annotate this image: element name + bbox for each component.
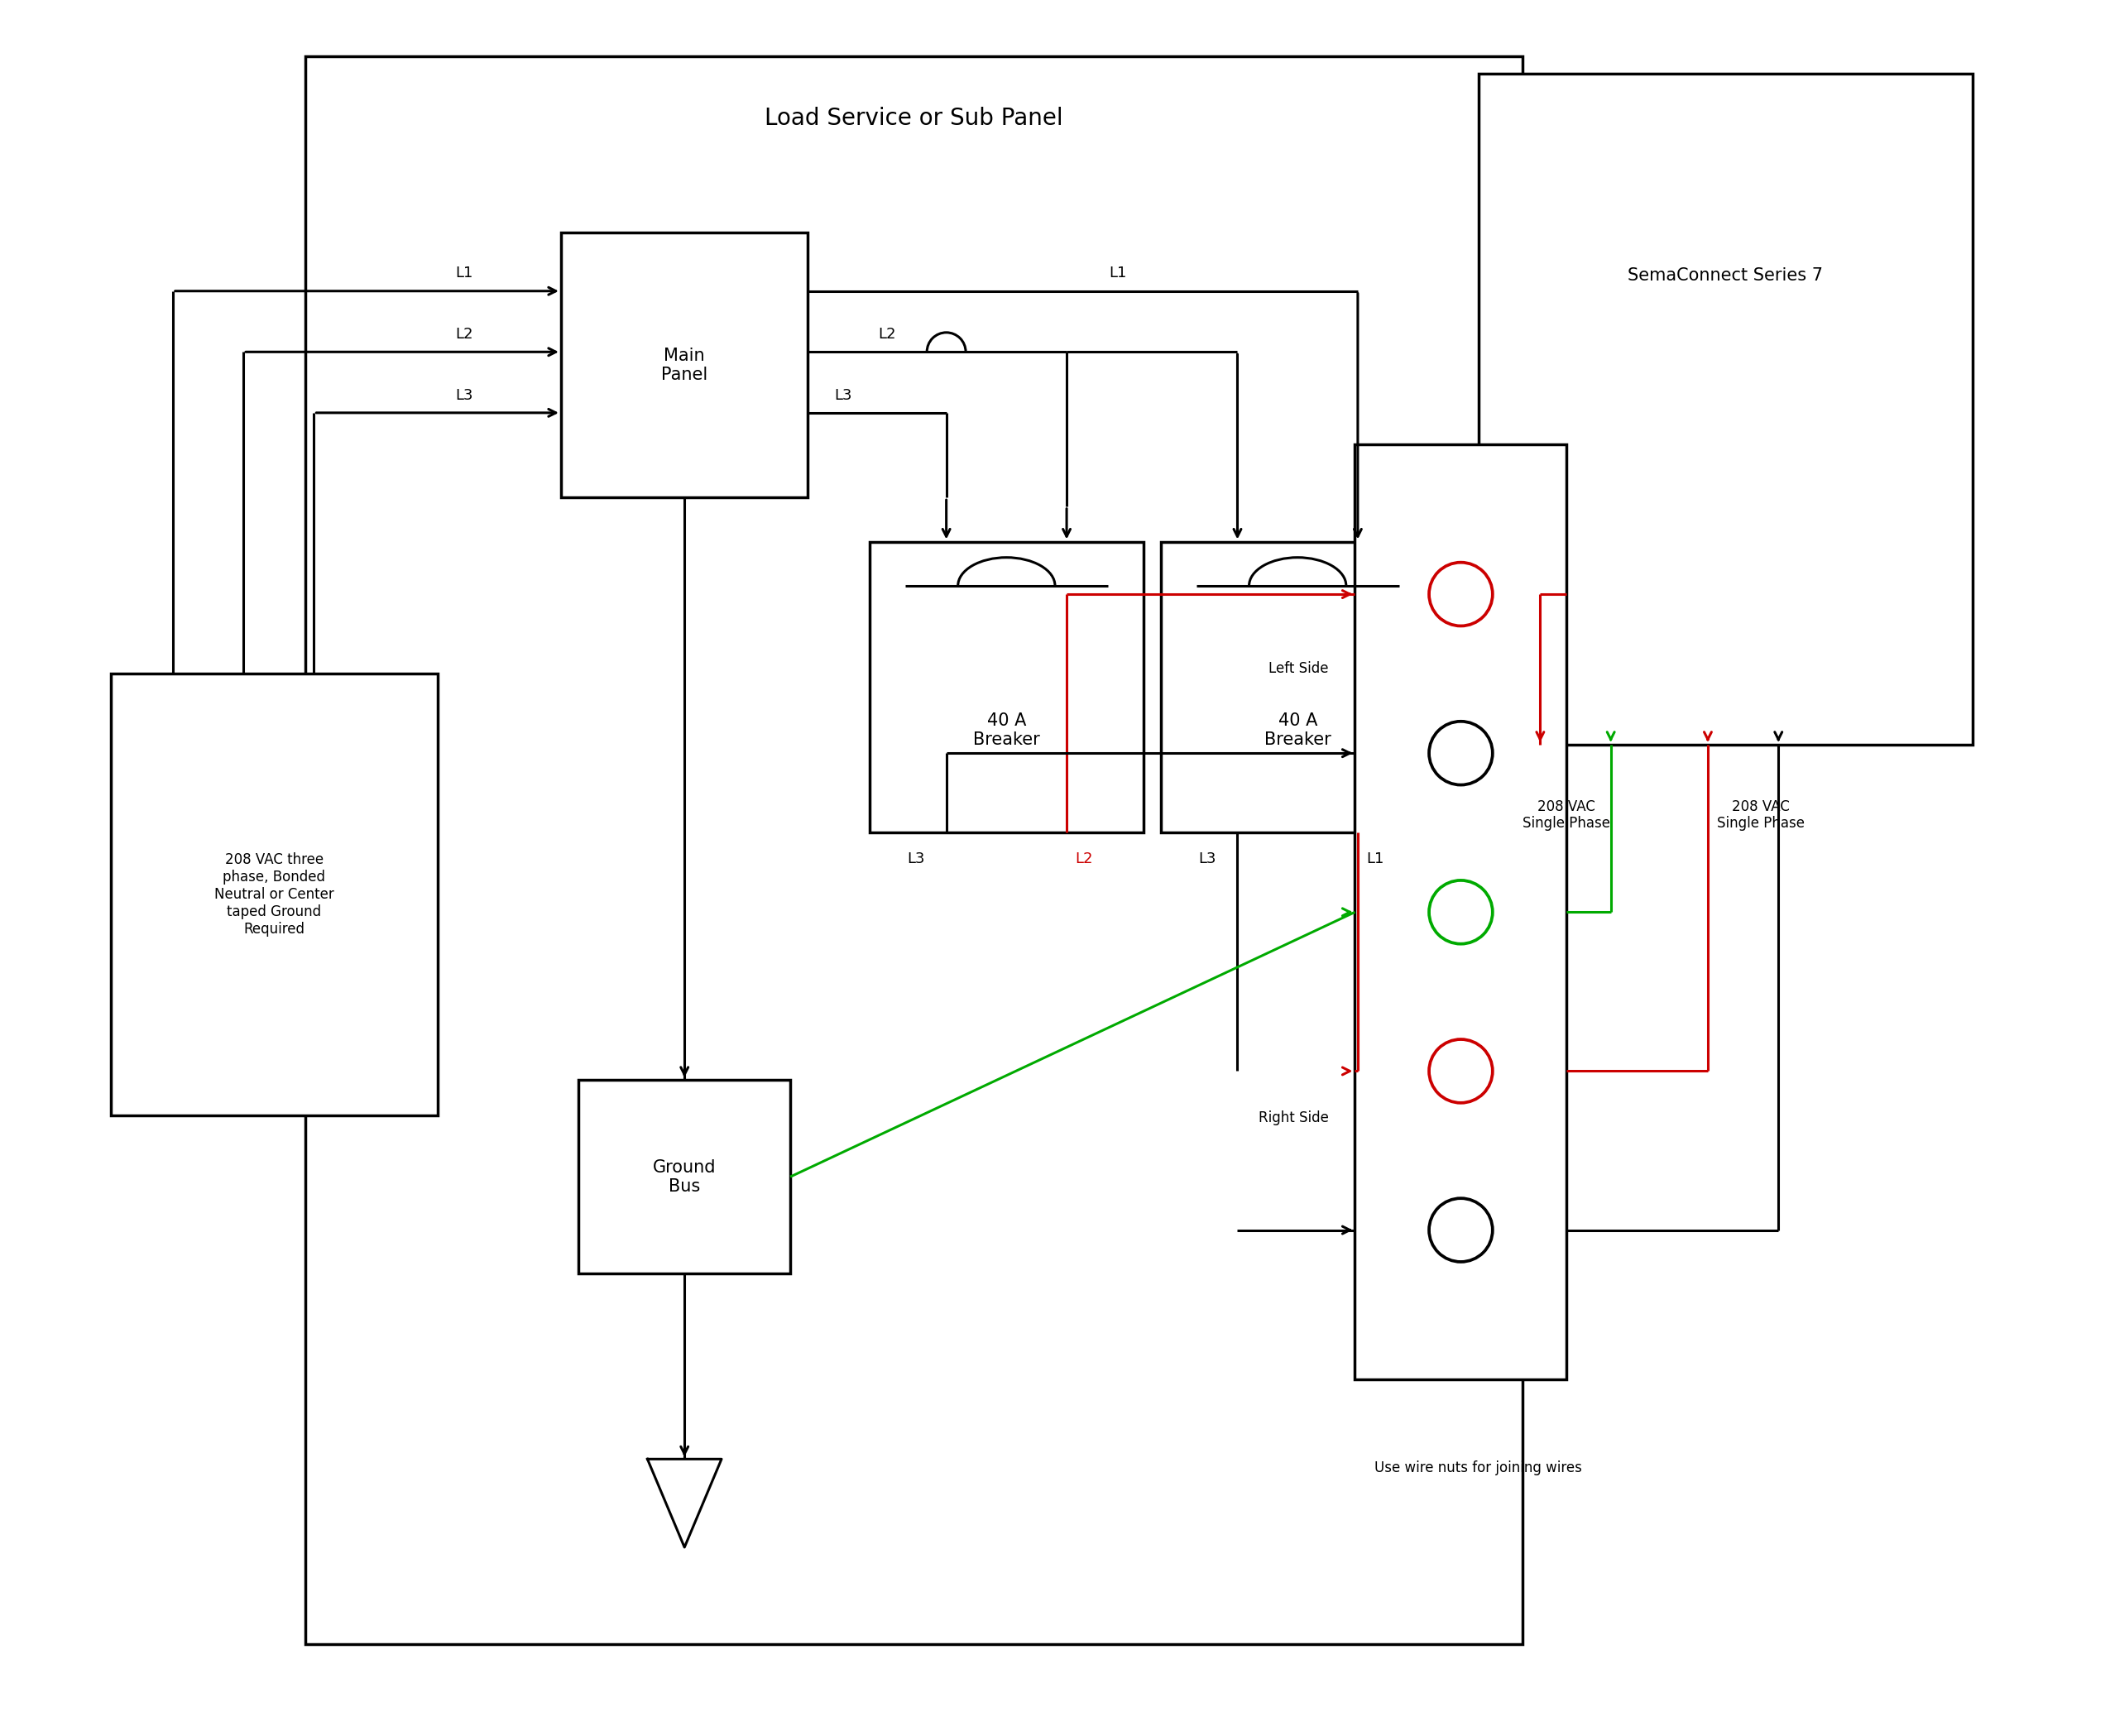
Text: L2: L2 xyxy=(456,326,473,342)
Text: Load Service or Sub Panel: Load Service or Sub Panel xyxy=(764,106,1063,130)
Bar xyxy=(306,56,1523,1644)
Text: Right Side: Right Side xyxy=(1258,1111,1329,1125)
Text: L1: L1 xyxy=(456,266,473,281)
Text: L2: L2 xyxy=(878,326,897,342)
Text: 40 A
Breaker: 40 A Breaker xyxy=(973,712,1040,748)
Text: Ground
Bus: Ground Bus xyxy=(652,1160,715,1194)
Bar xyxy=(869,542,1144,833)
Bar xyxy=(1355,444,1566,1380)
Text: 208 VAC
Single Phase: 208 VAC Single Phase xyxy=(1718,799,1804,832)
Bar xyxy=(1160,542,1435,833)
Text: 208 VAC
Single Phase: 208 VAC Single Phase xyxy=(1523,799,1610,832)
Text: L3: L3 xyxy=(1198,852,1215,866)
Bar xyxy=(112,674,437,1115)
Text: L2: L2 xyxy=(1076,852,1093,866)
Text: Use wire nuts for joining wires: Use wire nuts for joining wires xyxy=(1374,1460,1582,1476)
Bar xyxy=(561,233,808,498)
Text: L1: L1 xyxy=(1110,266,1127,281)
Text: 40 A
Breaker: 40 A Breaker xyxy=(1264,712,1331,748)
Text: Main
Panel: Main Panel xyxy=(660,347,707,384)
Text: SemaConnect Series 7: SemaConnect Series 7 xyxy=(1627,267,1823,283)
Text: L3: L3 xyxy=(833,387,852,403)
Text: 208 VAC three
phase, Bonded
Neutral or Center
taped Ground
Required: 208 VAC three phase, Bonded Neutral or C… xyxy=(215,852,333,936)
Text: L3: L3 xyxy=(907,852,924,866)
Text: Left Side: Left Side xyxy=(1268,661,1329,677)
Bar xyxy=(1479,75,1973,745)
Bar xyxy=(578,1080,791,1274)
Text: L1: L1 xyxy=(1367,852,1384,866)
Text: L3: L3 xyxy=(456,387,473,403)
